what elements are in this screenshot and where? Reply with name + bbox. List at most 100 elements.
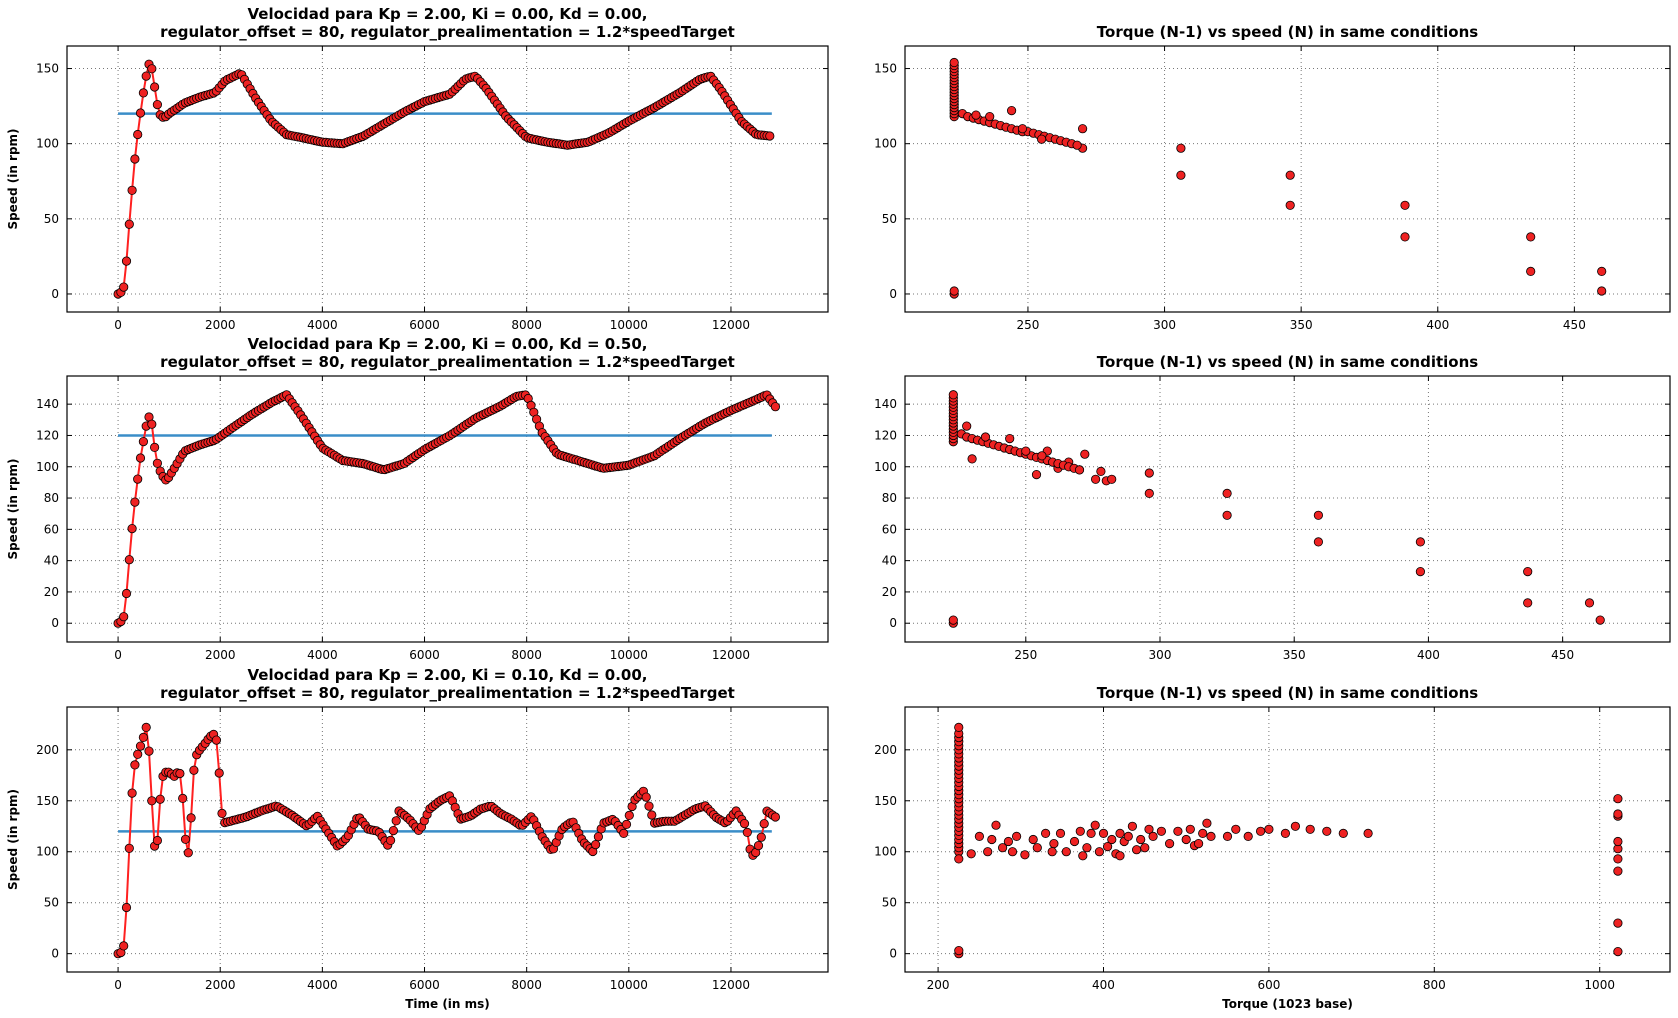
speed-point <box>756 832 766 842</box>
chart-6: 200 400 600 800 1000 0 50 100 150 200 Torque (N-1)… <box>874 684 1671 1011</box>
torque-speed-point <box>974 831 985 842</box>
speed-point <box>217 808 227 819</box>
torque-speed-point <box>987 834 997 845</box>
speed-point <box>147 419 157 429</box>
speed-point <box>127 523 137 534</box>
speed-point <box>770 812 781 822</box>
x-tick-label: 8000 <box>511 978 542 992</box>
speed-point <box>124 219 134 229</box>
torque-speed-point <box>1098 828 1109 839</box>
speed-point <box>178 793 188 804</box>
speed-point <box>152 100 162 110</box>
x-tick-label: 8000 <box>511 318 542 332</box>
chart-title-line-2: regulator_offset = 80, regulator_prealim… <box>160 23 735 41</box>
torque-speed-point <box>1041 828 1051 839</box>
plot-frame <box>66 45 829 313</box>
torque-speed-point <box>1400 200 1410 210</box>
x-tick-label: 10000 <box>610 648 648 662</box>
torque-speed-point <box>1613 836 1623 847</box>
torque-speed-point <box>1202 818 1212 828</box>
speed-point <box>133 474 143 484</box>
torque-speed-point <box>1007 847 1018 857</box>
torque-speed-point <box>1132 845 1142 855</box>
torque-speed-point <box>1165 838 1175 849</box>
plot-frame <box>904 375 1671 643</box>
torque-speed-point <box>1222 488 1232 498</box>
y-tick-label: 200 <box>874 743 897 757</box>
torque-speed-point <box>1400 232 1410 242</box>
torque-speed-point <box>1290 821 1301 831</box>
x-tick-label: 4000 <box>307 648 338 662</box>
chart-5: 0 2000 4000 6000 8000 10000 12000 0 50 100 150 200 V… <box>6 666 829 1011</box>
x-axis-label: Torque (1023 base) <box>1222 997 1353 1011</box>
speed-point <box>739 818 750 829</box>
x-tick-label: 800 <box>1423 978 1446 992</box>
speed-point <box>765 131 775 141</box>
y-tick-label: 100 <box>36 460 59 474</box>
y-tick-label: 100 <box>874 460 897 474</box>
torque-speed-point <box>1005 433 1015 444</box>
speed-point <box>135 453 146 463</box>
x-tick-label: 600 <box>1257 978 1280 992</box>
torque-speed-point <box>1021 446 1031 456</box>
speed-point <box>119 941 129 951</box>
torque-speed-point <box>1144 824 1154 834</box>
speed-point <box>742 827 752 838</box>
y-tick-label: 120 <box>36 428 59 442</box>
speed-point <box>189 765 199 775</box>
x-tick-label: 6000 <box>409 978 440 992</box>
speed-point <box>121 256 132 266</box>
x-tick-label: 250 <box>1016 318 1039 332</box>
speed-point <box>211 735 221 745</box>
torque-speed-point <box>1613 946 1623 957</box>
speed-point <box>119 282 129 292</box>
torque-speed-point <box>1086 828 1096 839</box>
speed-point <box>385 835 396 846</box>
torque-speed-point <box>1061 847 1071 857</box>
y-tick-label: 0 <box>51 616 59 630</box>
speed-point <box>391 816 401 826</box>
y-tick-label: 100 <box>36 845 59 859</box>
speed-point <box>150 442 160 452</box>
torque-speed-point <box>1584 598 1595 608</box>
torque-speed-point <box>1127 821 1138 831</box>
chart-title: Torque (N-1) vs speed (N) in same condit… <box>1097 23 1478 41</box>
torque-speed-point <box>1264 824 1274 834</box>
torque-speed-point <box>1072 140 1082 150</box>
torque-speed-point <box>1206 831 1216 842</box>
torque-speed-point <box>948 390 958 400</box>
y-axis-label: Speed (in rpm) <box>6 789 20 890</box>
y-tick-label: 120 <box>874 428 897 442</box>
x-tick-label: 250 <box>1014 648 1037 662</box>
y-tick-label: 140 <box>36 397 59 411</box>
y-tick-label: 0 <box>51 287 59 301</box>
torque-speed-point <box>1031 469 1042 480</box>
torque-speed-point <box>1222 510 1232 520</box>
x-tick-label: 10000 <box>610 978 648 992</box>
speed-point <box>138 732 148 743</box>
y-tick-label: 100 <box>874 845 897 859</box>
speed-point <box>619 828 629 839</box>
torque-speed-point <box>1613 866 1623 876</box>
speed-point <box>130 154 140 164</box>
torque-speed-point <box>1144 488 1154 498</box>
torque-speed-point <box>1280 828 1291 839</box>
torque-speed-point <box>1115 828 1125 839</box>
torque-speed-point <box>1526 232 1536 242</box>
speed-point <box>124 555 134 565</box>
y-tick-label: 200 <box>36 743 59 757</box>
torque-speed-point <box>983 847 993 857</box>
x-tick-label: 12000 <box>712 318 750 332</box>
speed-point <box>621 819 632 830</box>
x-tick-label: 200 <box>927 978 950 992</box>
torque-speed-point <box>1069 836 1080 847</box>
y-tick-label: 100 <box>36 137 59 151</box>
y-tick-label: 60 <box>882 522 897 536</box>
x-tick-label: 4000 <box>307 318 338 332</box>
torque-speed-point <box>962 421 972 431</box>
torque-speed-point <box>1597 286 1607 296</box>
torque-speed-point <box>971 110 981 120</box>
x-tick-label: 300 <box>1149 648 1172 662</box>
torque-speed-point <box>949 286 959 296</box>
chart-3: 0 2000 4000 6000 8000 10000 12000 0 20 40 60 80 100 1… <box>6 335 829 662</box>
